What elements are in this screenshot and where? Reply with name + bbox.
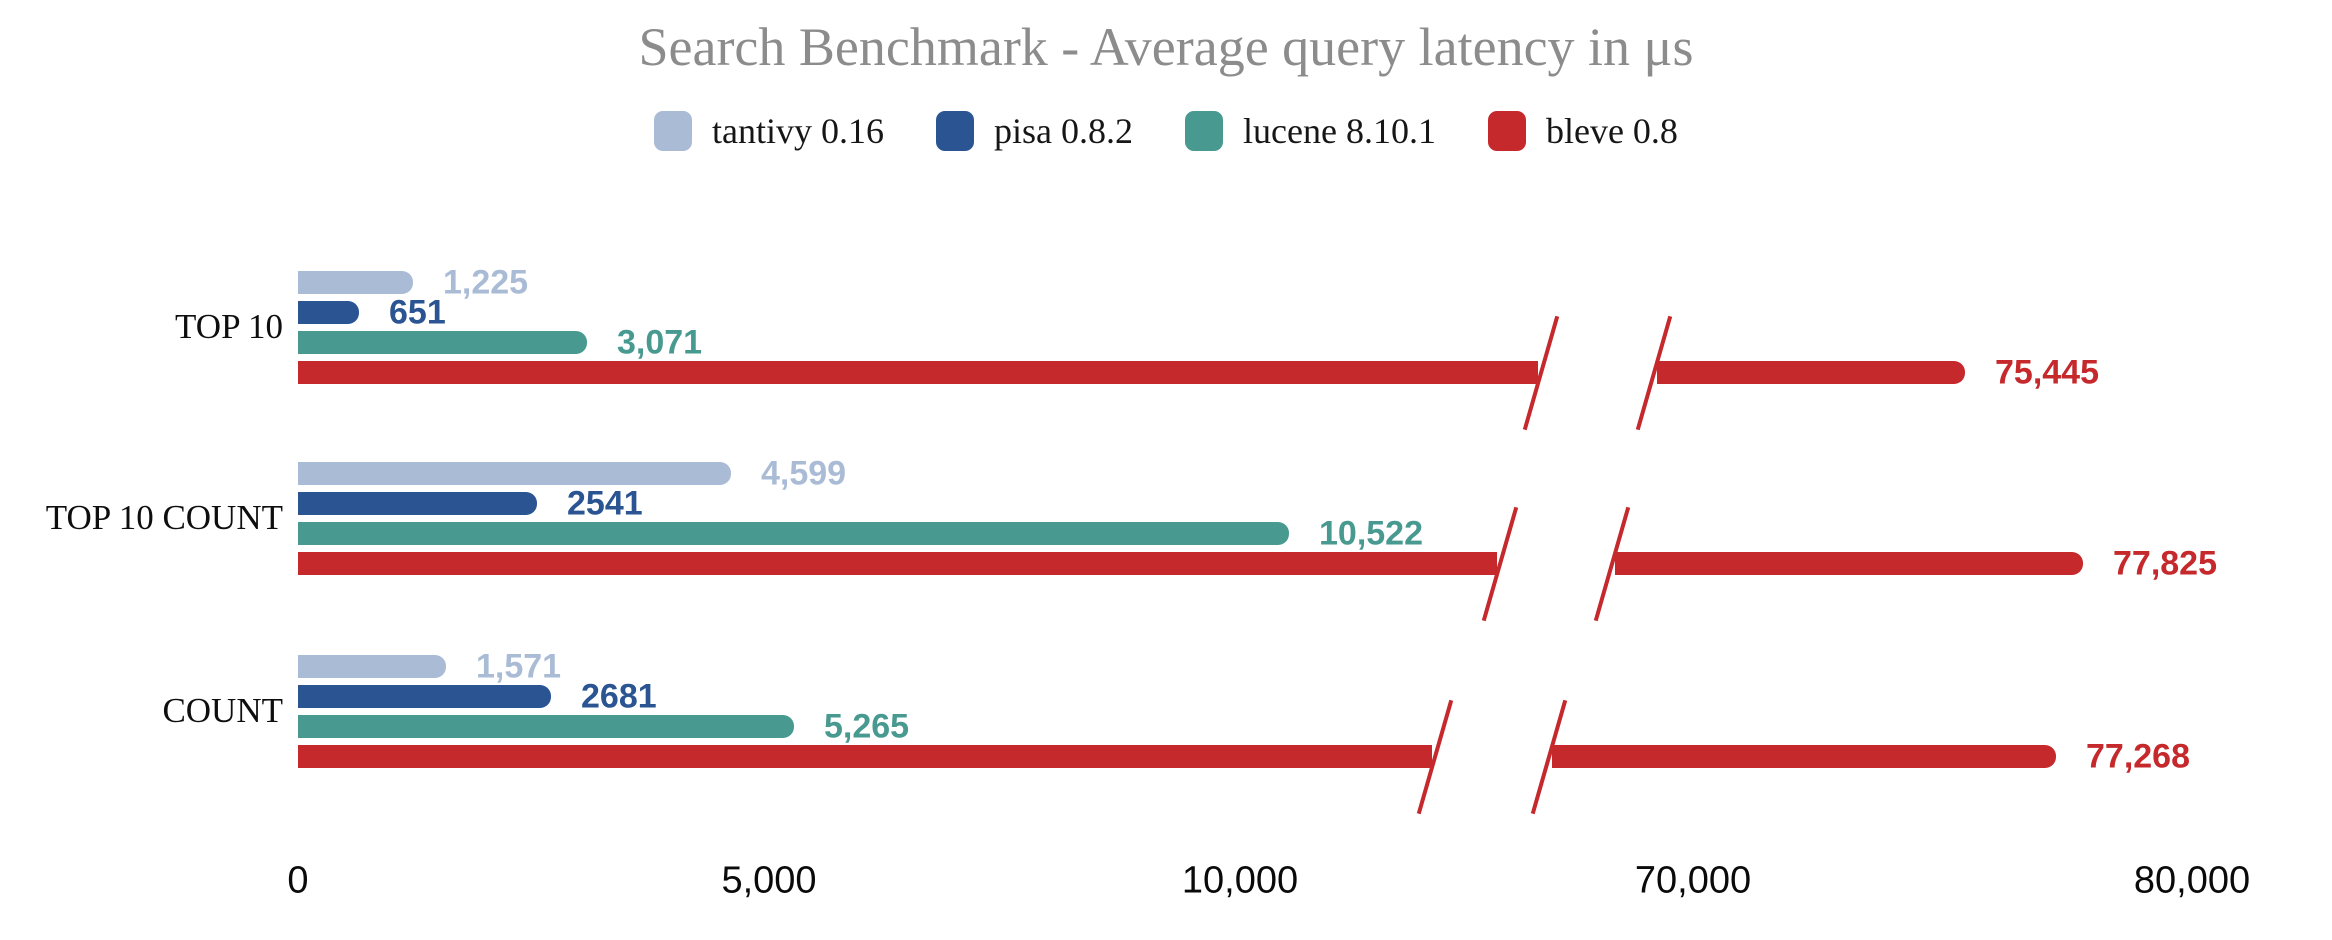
- value-label-tantivy: 1,225: [443, 263, 529, 301]
- bar-pisa: [298, 685, 551, 708]
- bar-tantivy: [298, 655, 446, 678]
- bar-lucene: [298, 522, 1289, 545]
- legend-item-lucene: lucene 8.10.1: [1185, 110, 1436, 152]
- legend-label-lucene: lucene 8.10.1: [1243, 111, 1436, 151]
- bar-lucene: [298, 715, 794, 738]
- x-tick-0: 0: [287, 859, 309, 902]
- legend-label-bleve: bleve 0.8: [1545, 111, 1678, 151]
- value-label-bleve: 77,268: [2086, 737, 2190, 775]
- x-tick-5000: 5,000: [721, 859, 817, 902]
- bar-lucene: [298, 331, 587, 354]
- value-label-bleve: 75,445: [1995, 353, 2099, 391]
- legend-swatch-bleve: [1487, 111, 1526, 151]
- category-label-top-10: TOP 10: [175, 307, 283, 346]
- bar-bleve-right-segment: [1657, 361, 1965, 384]
- bar-tantivy: [298, 271, 413, 294]
- category-label-count: COUNT: [162, 691, 283, 730]
- bar-pisa: [298, 492, 537, 515]
- value-label-pisa: 2541: [567, 484, 643, 522]
- legend-item-bleve: bleve 0.8: [1487, 110, 1678, 152]
- x-tick-80000: 80,000: [2133, 859, 2251, 902]
- category-label-top-10-count: TOP 10 COUNT: [45, 498, 283, 537]
- bar-bleve-left-segment: [298, 552, 1497, 575]
- value-label-bleve: 77,825: [2113, 544, 2217, 582]
- chart-title: Search Benchmark - Average query latency…: [638, 17, 1694, 77]
- legend-swatch-lucene: [1185, 111, 1224, 151]
- x-tick-70000: 70,000: [1634, 859, 1752, 902]
- legend-label-tantivy: tantivy 0.16: [712, 111, 885, 151]
- bar-bleve-right-segment: [1615, 552, 2083, 575]
- legend: tantivy 0.16 pisa 0.8.2 lucene 8.10.1 bl…: [0, 110, 2332, 152]
- legend-swatch-pisa: [936, 111, 975, 151]
- bar-pisa: [298, 301, 359, 324]
- legend-item-tantivy: tantivy 0.16: [654, 110, 884, 152]
- bar-tantivy: [298, 462, 731, 485]
- bar-bleve-left-segment: [298, 361, 1538, 384]
- legend-swatch-tantivy: [654, 111, 693, 151]
- x-tick-10000: 10,000: [1181, 859, 1299, 902]
- value-label-lucene: 10,522: [1319, 514, 1423, 552]
- value-label-pisa: 651: [389, 293, 446, 331]
- value-label-lucene: 5,265: [824, 707, 910, 745]
- value-label-lucene: 3,071: [617, 323, 703, 361]
- value-label-pisa: 2681: [581, 677, 657, 715]
- bar-bleve-left-segment: [298, 745, 1432, 768]
- value-label-tantivy: 4,599: [761, 454, 847, 492]
- value-label-tantivy: 1,571: [476, 647, 562, 685]
- bar-bleve-right-segment: [1552, 745, 2056, 768]
- legend-label-pisa: pisa 0.8.2: [994, 111, 1134, 151]
- legend-item-pisa: pisa 0.8.2: [936, 110, 1133, 152]
